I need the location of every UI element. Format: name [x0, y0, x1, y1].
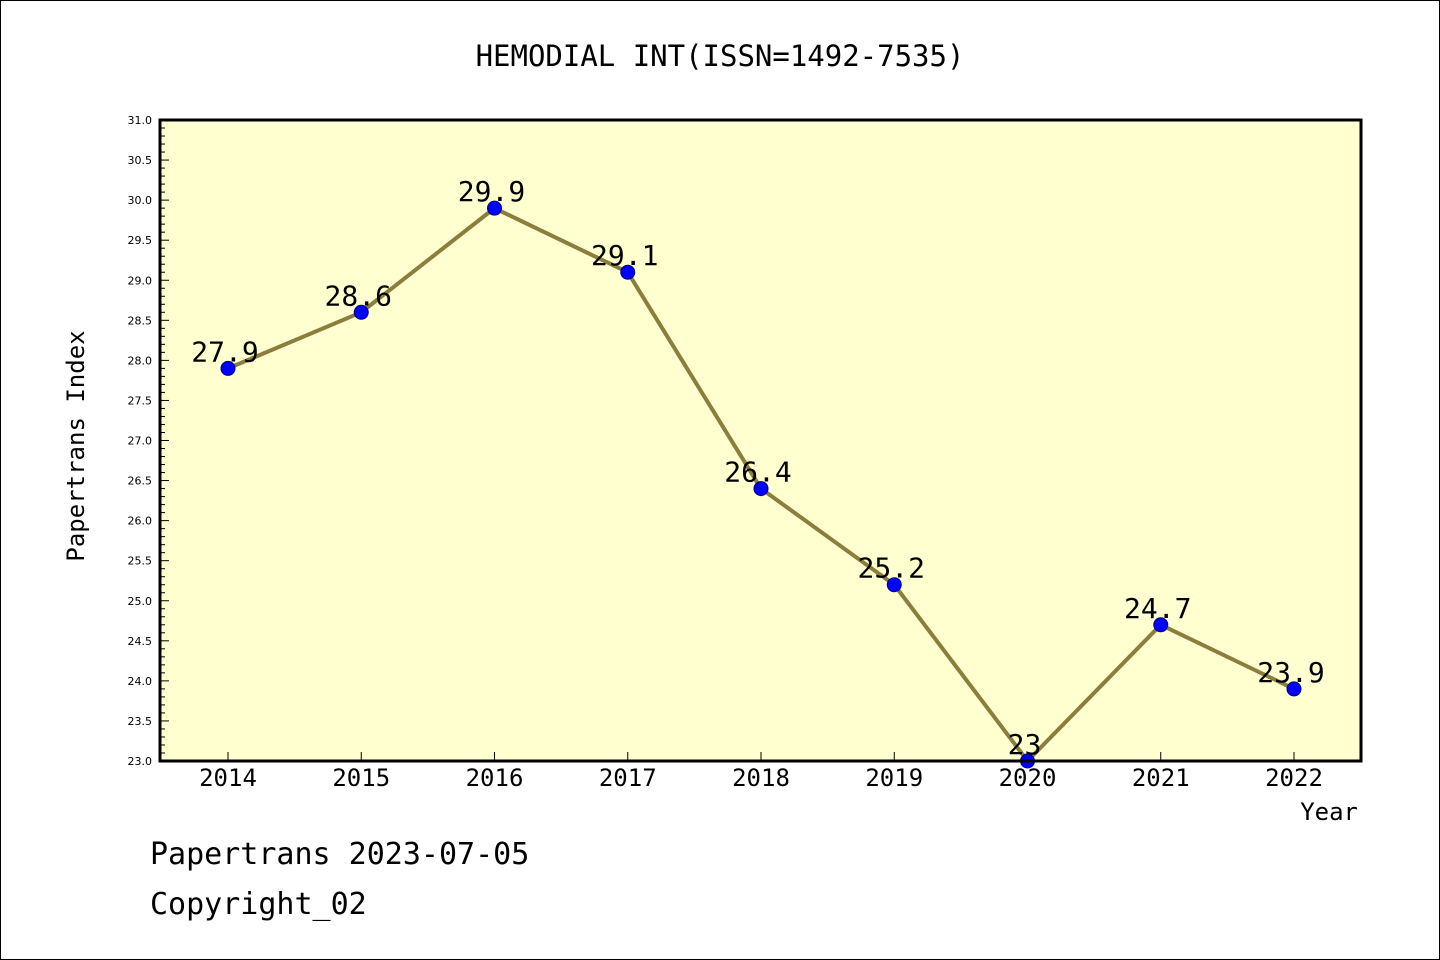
- data-point: [353, 304, 369, 320]
- data-point: [1286, 681, 1302, 697]
- y-tick-label: 26.5: [128, 475, 153, 488]
- y-tick-label: 28.5: [128, 314, 153, 327]
- y-tick-label: 28.0: [128, 354, 153, 367]
- y-tick-label: 26.0: [128, 515, 153, 528]
- y-tick-label: 25.0: [128, 595, 153, 608]
- data-point: [620, 264, 636, 280]
- x-tick-label: 2014: [199, 764, 257, 792]
- x-tick-label: 2018: [732, 764, 790, 792]
- y-tick-label: 23.5: [128, 715, 153, 728]
- plot-area: [160, 120, 1361, 761]
- footer-date: Papertrans 2023-07-05: [150, 837, 529, 872]
- data-point: [886, 577, 902, 593]
- data-label: 25.2: [858, 552, 925, 585]
- y-tick-label: 29.5: [128, 234, 153, 247]
- x-tick-label: 2015: [332, 764, 390, 792]
- y-tick-label: 29.0: [128, 274, 153, 287]
- y-tick-label: 24.0: [128, 675, 153, 688]
- data-label: 28.6: [325, 279, 392, 312]
- data-label: 26.4: [724, 456, 791, 489]
- y-tick-label: 25.5: [128, 555, 153, 568]
- data-label: 29.1: [591, 239, 658, 272]
- data-label: 23.9: [1257, 656, 1324, 689]
- footer-copyright: Copyright_02: [150, 887, 367, 922]
- data-point: [753, 481, 769, 497]
- y-tick-label: 24.5: [128, 635, 153, 648]
- plot-border: [158, 118, 1363, 763]
- y-axis-label: Papertrans Index: [62, 330, 90, 561]
- y-tick-label: 27.5: [128, 394, 153, 407]
- y-tick-label: 30.0: [128, 194, 153, 207]
- data-label: 29.9: [458, 175, 525, 208]
- data-label: 23: [1008, 728, 1042, 761]
- y-tick-label: 27.0: [128, 435, 153, 448]
- x-tick-label: 2022: [1265, 764, 1323, 792]
- data-point: [1153, 617, 1169, 633]
- y-tick-label: 31.0: [128, 114, 153, 127]
- x-tick-label: 2021: [1132, 764, 1190, 792]
- data-label: 27.9: [191, 335, 258, 368]
- data-point: [487, 200, 502, 216]
- y-tick-label: 30.5: [128, 154, 153, 167]
- x-tick-label: 2017: [599, 764, 657, 792]
- data-labels: 27.9 28.6 29.9 29.1 26.4 25.2 23 24.7 23.9: [191, 175, 1324, 761]
- x-axis-label: Year: [1300, 798, 1358, 826]
- x-tick-label: 2016: [466, 764, 524, 792]
- x-tick-label: 2020: [999, 764, 1057, 792]
- chart-title: HEMODIAL INT(ISSN=1492-7535): [476, 39, 965, 73]
- data-label: 24.7: [1124, 592, 1191, 625]
- data-point: [220, 360, 236, 376]
- x-tick-label: 2019: [865, 764, 923, 792]
- y-axis-ticks: 23.0 23.5 24.0 24.5 25.0 25.5 26.0 26.5 27.0 27.5…: [128, 114, 169, 768]
- y-tick-label: 23.0: [128, 755, 153, 768]
